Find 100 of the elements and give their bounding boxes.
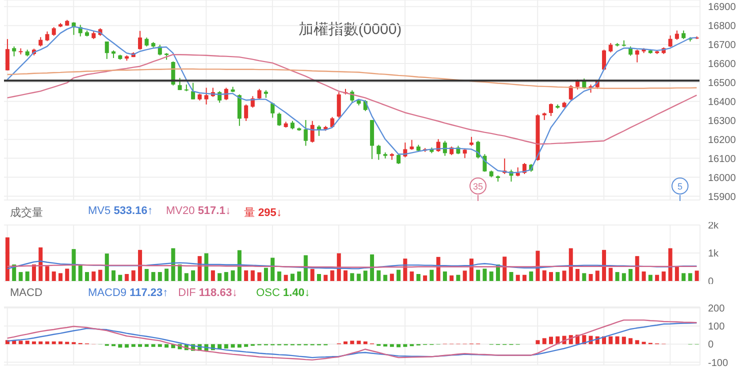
bar (602, 250, 606, 281)
bar (237, 250, 242, 281)
bar (456, 274, 460, 281)
candlestick (549, 103, 553, 117)
bar (144, 268, 149, 281)
bar (138, 344, 142, 347)
bar (284, 274, 288, 281)
candlestick (410, 139, 414, 150)
bar (58, 341, 62, 344)
text: DIF (178, 287, 196, 299)
bar (403, 344, 408, 347)
bar (270, 258, 275, 281)
y-tick-label: 16900 (708, 2, 736, 14)
y-tick-label: 0 (708, 340, 714, 351)
bar (383, 274, 388, 281)
text: 517.1↓ (198, 205, 231, 217)
bar (264, 268, 268, 281)
text: 118.63↓ (198, 287, 238, 299)
bar (556, 272, 560, 281)
bar (655, 274, 660, 281)
bar (151, 272, 156, 281)
bar (124, 274, 129, 281)
candlestick (635, 49, 640, 63)
candlestick (204, 87, 208, 105)
candlestick (224, 87, 228, 101)
bar (138, 250, 142, 281)
bar (330, 270, 334, 281)
text: 量 (244, 207, 255, 219)
y-tick-label: 100 (708, 322, 726, 333)
bar (688, 273, 692, 281)
bar (344, 341, 348, 344)
bar (38, 341, 43, 344)
bar (390, 274, 394, 281)
bar (595, 270, 600, 281)
bar (529, 271, 534, 281)
bar (615, 272, 620, 281)
bar (648, 274, 652, 281)
candlestick (668, 34, 672, 48)
bar (662, 271, 666, 281)
bar (250, 270, 255, 281)
bar (542, 338, 546, 344)
bar (112, 270, 116, 281)
bar (85, 272, 89, 281)
bar (423, 275, 428, 281)
bar (642, 271, 646, 281)
bar (244, 270, 248, 281)
bar (356, 274, 361, 281)
candlestick (310, 120, 314, 144)
bar (390, 344, 394, 347)
candlestick (244, 104, 248, 122)
text: OSC (256, 287, 280, 299)
bar (489, 271, 494, 281)
bar (65, 268, 70, 281)
bar (430, 270, 434, 281)
bar (324, 274, 328, 281)
candlestick (336, 92, 341, 118)
candlestick (138, 30, 142, 50)
bar (257, 272, 262, 281)
bar (78, 265, 82, 281)
bar (516, 274, 520, 281)
candlestick (568, 84, 573, 101)
y-tick-label: 16300 (708, 116, 736, 127)
candlestick (396, 154, 401, 164)
bar (18, 272, 23, 281)
bar (668, 248, 672, 281)
bar (230, 270, 235, 281)
bar (18, 340, 23, 344)
bar (92, 271, 96, 281)
bar (317, 274, 321, 281)
line-series (6, 68, 698, 89)
candlestick (45, 30, 50, 42)
y-tick-label: 200 (708, 303, 726, 314)
bar (622, 336, 626, 344)
bar (45, 266, 50, 281)
bar (370, 254, 374, 281)
bar (396, 344, 401, 348)
bar (363, 341, 368, 344)
bar (674, 267, 679, 281)
y-tick-label: 16500 (708, 78, 736, 90)
bar (482, 268, 487, 281)
y-tick-label: 16600 (708, 59, 736, 70)
y-tick-label: 1k (708, 248, 720, 260)
bar (576, 268, 580, 281)
text: 117.23↑ (130, 287, 168, 299)
bar (350, 340, 354, 344)
bar (25, 340, 30, 344)
candlestick (38, 36, 43, 47)
bar (45, 341, 50, 344)
bar (562, 270, 566, 281)
bar (403, 258, 408, 281)
candlestick (403, 142, 408, 158)
bar (290, 274, 294, 281)
bar (396, 270, 401, 281)
bar (622, 273, 626, 281)
text: 1.40↓ (283, 287, 310, 299)
bar (151, 344, 156, 347)
bar (230, 344, 235, 348)
bar (131, 344, 136, 347)
bar (549, 336, 553, 344)
y-tick-label: -100 (708, 358, 728, 367)
